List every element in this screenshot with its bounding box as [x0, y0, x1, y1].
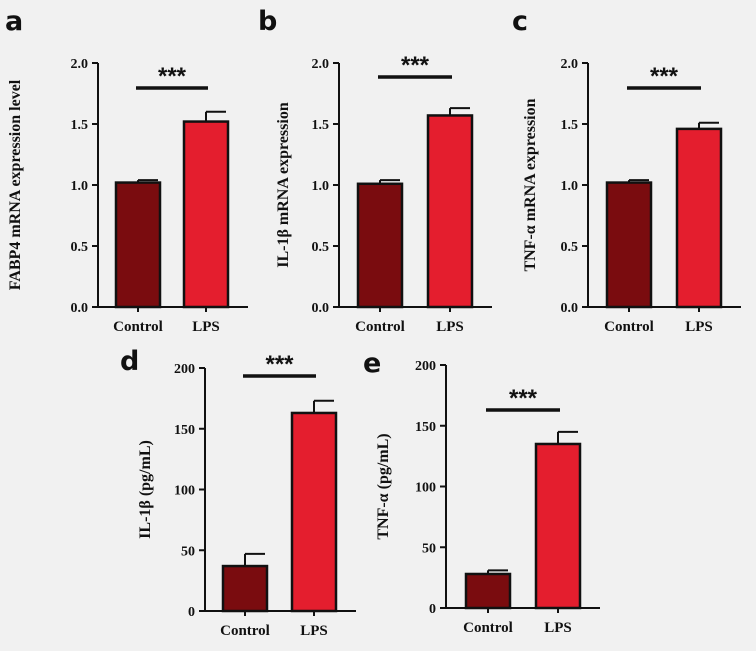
panel-letter: c	[512, 6, 528, 37]
x-category-label: Control	[220, 623, 270, 639]
y-tick-label: 0.5	[561, 240, 579, 255]
bar-lps	[534, 442, 582, 610]
panel-c: c 0.0 0.5 1.0 1.5 2.0 Control LPS *** TNF-α mRNA …	[512, 6, 741, 335]
y-tick-label: 0	[429, 602, 436, 617]
y-tick-label: 200	[415, 359, 436, 374]
bar-lps	[426, 114, 474, 309]
bar-control	[356, 182, 404, 309]
bar-lps	[290, 411, 338, 613]
y-tick-label: 1.0	[561, 179, 579, 194]
x-category-label: LPS	[300, 623, 328, 639]
panel-letter: e	[363, 348, 381, 379]
significance-label: ***	[650, 63, 679, 90]
x-category-label: Control	[355, 319, 405, 335]
y-tick-label: 150	[174, 423, 195, 438]
x-category-label: Control	[463, 620, 513, 636]
y-tick-label: 0.0	[312, 301, 330, 316]
x-category-label: Control	[113, 319, 163, 335]
y-axis-title: TNF-α mRNA expression	[522, 98, 539, 271]
y-tick-label: 2.0	[312, 57, 330, 72]
y-tick-label: 1.5	[312, 118, 330, 133]
x-category-label: Control	[604, 319, 654, 335]
panel-b: b 0.0 0.5 1.0 1.5 2.0 Control LPS *** IL-1β mRNA …	[258, 6, 492, 335]
bar-control	[464, 572, 512, 610]
y-tick-label: 1.0	[71, 179, 89, 194]
panel-letter: a	[5, 6, 23, 37]
x-category-label: LPS	[436, 319, 464, 335]
bar-lps	[182, 120, 230, 309]
x-category-label: LPS	[544, 620, 572, 636]
significance-label: ***	[265, 351, 294, 378]
y-tick-label: 50	[422, 541, 436, 556]
panel-letter: d	[120, 346, 139, 377]
y-tick-label: 0.0	[71, 301, 89, 316]
y-tick-label: 2.0	[561, 57, 579, 72]
y-tick-label: 0.5	[312, 240, 330, 255]
y-tick-label: 50	[181, 544, 195, 559]
y-axis-title: TNF-α (pg/mL)	[375, 433, 392, 539]
x-category-label: LPS	[192, 319, 220, 335]
y-tick-label: 1.5	[561, 118, 579, 133]
y-tick-label: 0.5	[71, 240, 89, 255]
significance-label: ***	[509, 385, 538, 412]
significance-label: ***	[158, 63, 187, 90]
bar-control	[605, 181, 653, 309]
y-axis-title: FABP4 mRNA expression level	[7, 79, 24, 290]
y-tick-label: 2.0	[71, 57, 89, 72]
bar-control	[114, 181, 162, 309]
y-tick-label: 1.0	[312, 179, 330, 194]
y-axis-title: IL-1β (pg/mL)	[137, 440, 154, 539]
panel-d: d 0 50 100 150 200 Control LPS *** IL-1β (pg/mL)	[120, 346, 356, 639]
y-axis-title: IL-1β mRNA expression	[275, 102, 292, 268]
panel-e: e 0 50 100 150 200 Control LPS *** TNF-α (pg/mL)	[363, 348, 600, 636]
y-tick-label: 100	[415, 481, 436, 496]
y-tick-label: 0.0	[561, 301, 579, 316]
panel-a: a 0.0 0.5 1.0 1.5 2.0 Control LPS *** FABP4 mRNA …	[5, 6, 248, 335]
y-tick-label: 100	[174, 484, 195, 499]
y-tick-label: 150	[415, 420, 436, 435]
panel-letter: b	[258, 6, 277, 37]
y-tick-label: 200	[174, 362, 195, 377]
x-category-label: LPS	[685, 319, 713, 335]
bar-control	[221, 564, 269, 613]
y-tick-label: 1.5	[71, 118, 89, 133]
bar-lps	[675, 127, 723, 309]
significance-label: ***	[401, 52, 430, 79]
y-tick-label: 0	[188, 605, 195, 620]
